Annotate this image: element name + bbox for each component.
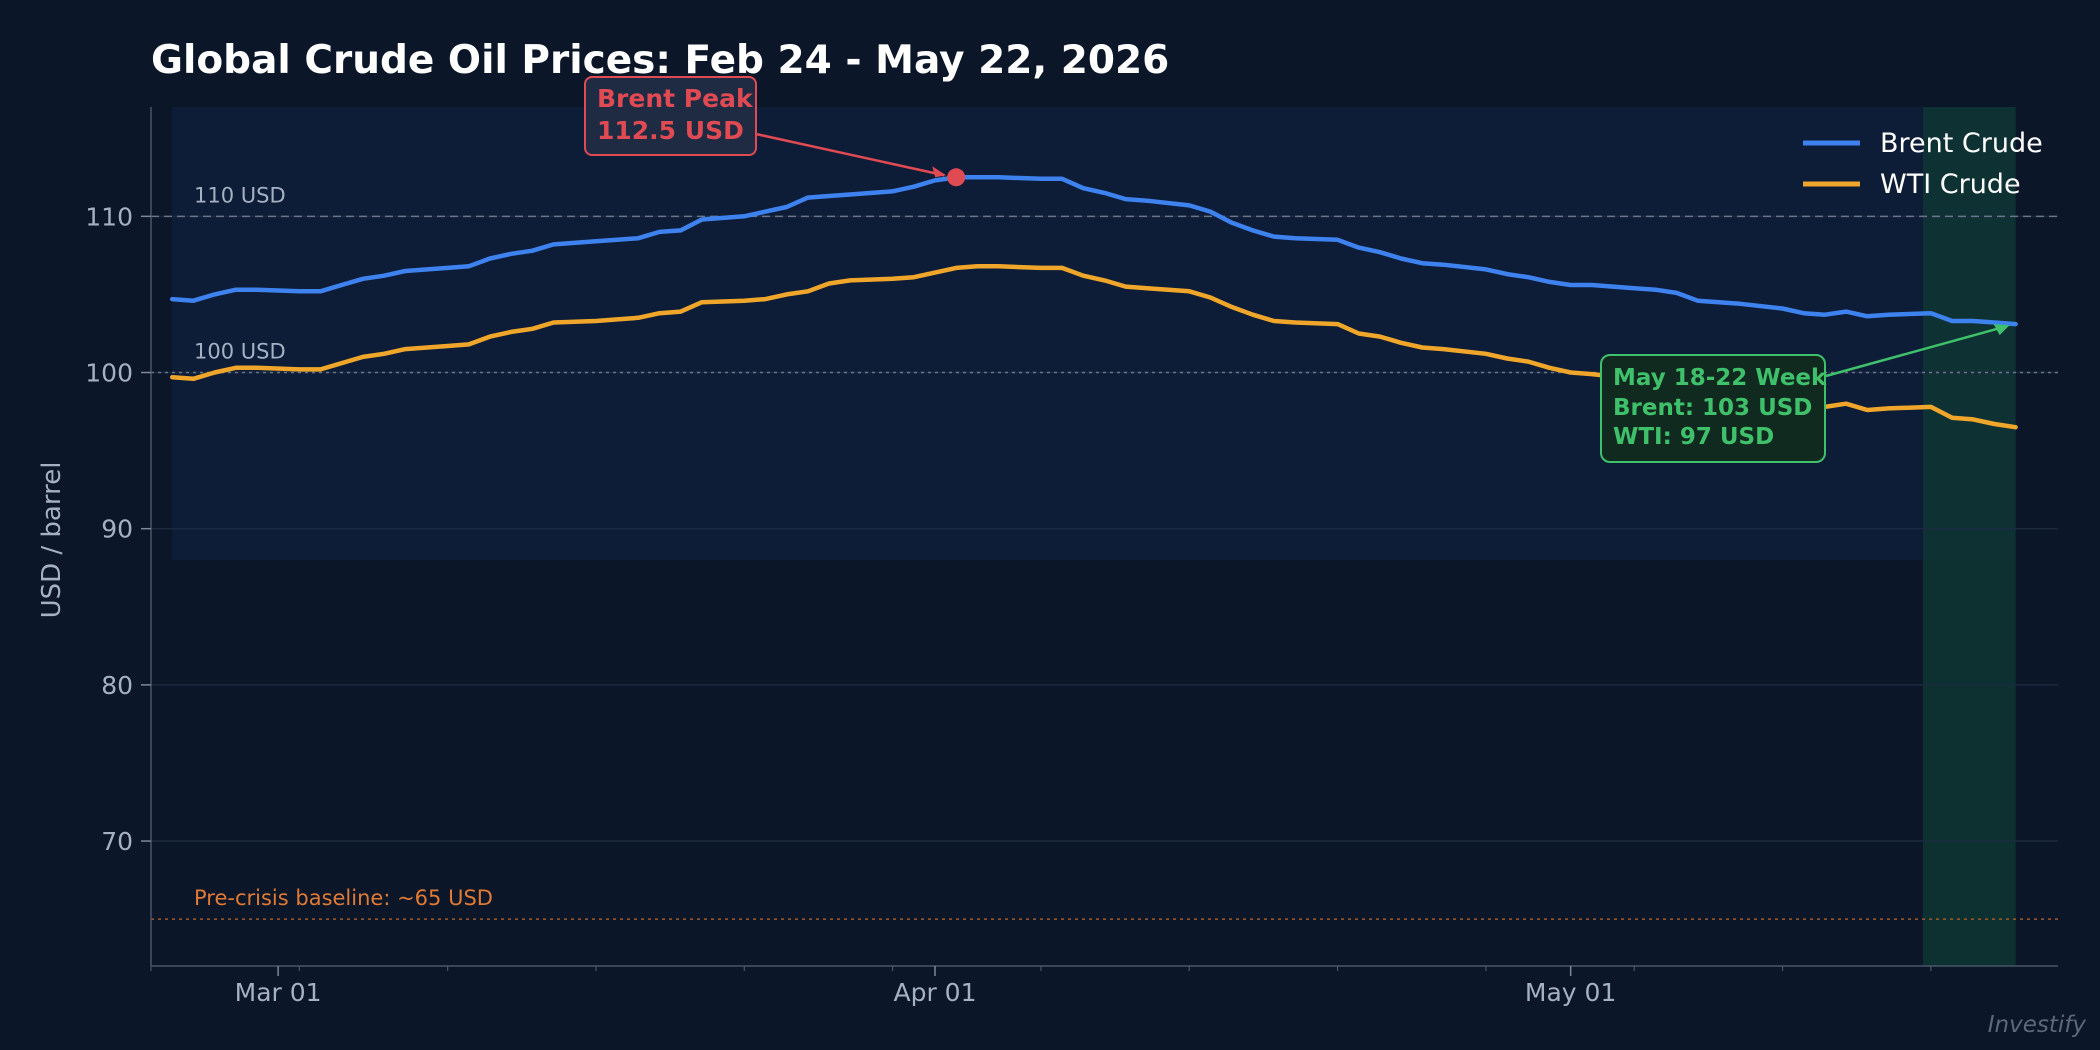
week-callout-line-1: May 18-22 Week [1613,365,1827,391]
x-tick-label: Apr 01 [893,978,976,1007]
week-callout-line-2: Brent: 103 USD [1613,395,1812,421]
annotations-layer: Brent Peak 112.5 USD May 18-22 Week Brent: … [584,76,2010,463]
y-axis-label: USD / barrel [37,462,67,619]
axes-layer: 70 80 90 100 110 Mar 01 Apr 01 May 01 [85,107,2058,1007]
x-tick-label: Mar 01 [235,978,322,1007]
x-tick-label: May 01 [1525,978,1616,1007]
y-tick-label-90: 90 [101,515,133,544]
series-line-brent [169,175,2018,327]
peak-callout-line-1: Brent Peak [597,84,754,113]
peak-marker [947,168,966,187]
watermark: Investify [1988,1012,2087,1038]
week-callout-box [1600,354,1826,463]
reference-lines-layer: 110 USD 100 USD Pre-crisis baseline: ~65 U… [151,183,2058,920]
reference-label-110: 110 USD [194,183,286,207]
peak-callout-line-2: 112.5 USD [597,116,744,145]
legend: Brent Crude WTI Crude [1803,128,2043,200]
legend-label-wti: WTI Crude [1880,169,2021,200]
shaded-band-layer [172,107,2016,966]
week-arrow [1825,325,2004,378]
peak-callout-box [584,76,757,156]
legend-label-brent: Brent Crude [1880,128,2043,159]
week-callout-line-3: WTI: 97 USD [1613,424,1774,450]
y-tick-label-100: 100 [85,359,133,388]
chart-title: Global Crude Oil Prices: Feb 24 - May 22… [151,38,1169,83]
reference-label-65: Pre-crisis baseline: ~65 USD [194,886,493,910]
y-tick-label-70: 70 [101,827,133,856]
shaded-price-band [172,107,2016,560]
y-tick-label-110: 110 [85,202,133,231]
y-tick-label-80: 80 [101,671,133,700]
highlight-week-span [1922,107,2016,966]
peak-arrow-head [932,166,947,178]
peak-arrow [755,132,945,177]
week-arrow-head [1993,324,2010,336]
reference-label-100: 100 USD [194,340,286,364]
